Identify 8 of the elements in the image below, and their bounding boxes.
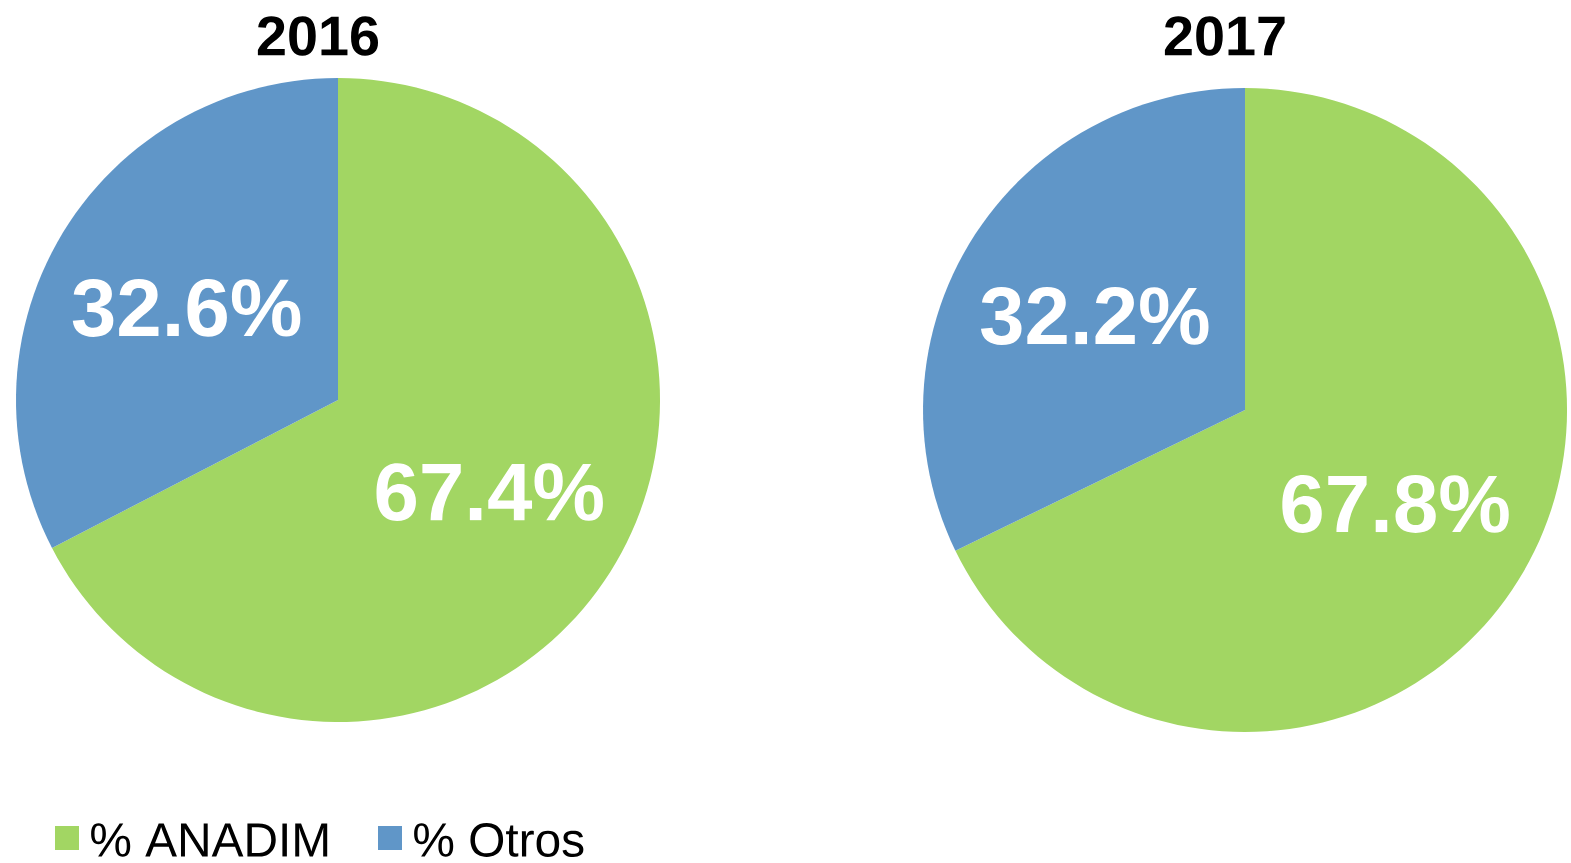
chart-title: 2016 (257, 16, 379, 56)
data-label: 67.4% (376, 463, 603, 521)
data-label: 32.2% (980, 287, 1209, 345)
legend-label: % Otros (414, 823, 584, 857)
data-label: 32.6% (72, 278, 301, 337)
data-label: 67.8% (1282, 475, 1509, 533)
chart-title: 2017 (1164, 16, 1285, 56)
legend-label: % ANADIM (91, 823, 328, 857)
